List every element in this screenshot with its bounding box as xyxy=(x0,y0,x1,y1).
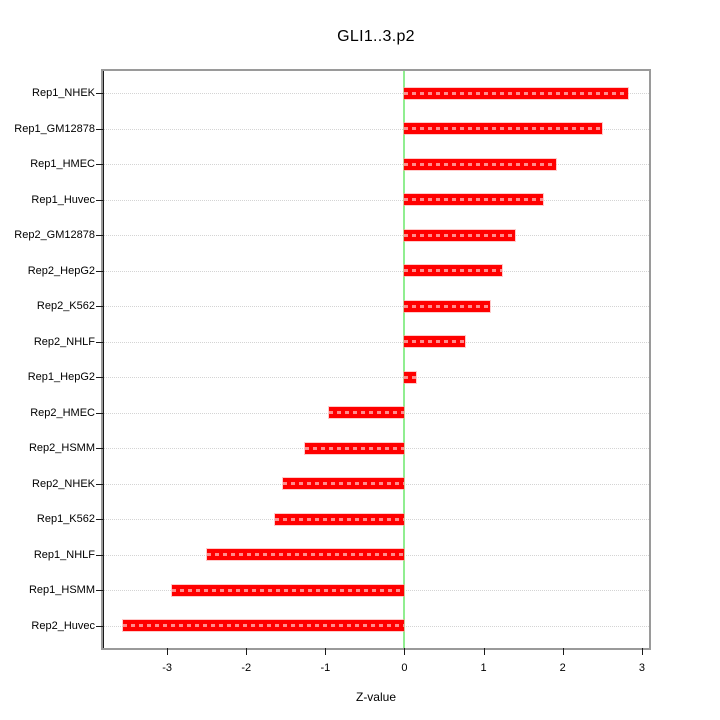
row-gridline xyxy=(103,235,649,236)
y-axis-tick xyxy=(96,519,103,520)
y-axis-tick xyxy=(96,412,103,414)
bar xyxy=(404,229,516,241)
y-axis-tick xyxy=(96,199,103,201)
row-gridline xyxy=(103,128,649,130)
x-axis-tick-label: 1 xyxy=(480,662,487,674)
y-axis-label: Rep1_NHEK xyxy=(32,87,95,99)
bar xyxy=(404,158,557,170)
zero-reference-line xyxy=(403,71,406,648)
y-axis-tick xyxy=(96,625,103,627)
y-axis-tick xyxy=(96,93,103,94)
bar xyxy=(404,123,603,134)
bar xyxy=(274,513,405,525)
x-axis-tick xyxy=(404,648,406,655)
y-axis-label: Rep1_GM12878 xyxy=(14,122,95,135)
x-axis-title: Z-value xyxy=(355,690,396,704)
bar xyxy=(404,265,502,276)
y-axis-label: Rep1_NHLF xyxy=(33,548,95,561)
x-axis-tick xyxy=(641,648,643,655)
bar xyxy=(404,87,629,99)
x-axis-tick-label: -3 xyxy=(162,662,172,674)
y-axis-tick xyxy=(96,270,103,272)
row-gridline xyxy=(103,377,649,378)
bar xyxy=(171,584,405,596)
bar-dash-pattern xyxy=(171,588,405,592)
chart-title: GLI1..3.p2 xyxy=(337,28,415,45)
x-axis-tick-label: 3 xyxy=(638,662,645,674)
y-axis-tick xyxy=(96,377,103,378)
bar-dash-pattern xyxy=(328,411,405,414)
x-axis-tick xyxy=(325,648,327,655)
y-axis-tick xyxy=(96,448,103,449)
y-axis-line xyxy=(103,71,104,648)
bar xyxy=(404,194,543,205)
y-axis-label: Rep2_K562 xyxy=(36,300,95,312)
x-axis-tick-label: -2 xyxy=(241,662,252,674)
bar xyxy=(328,407,405,418)
y-axis-tick xyxy=(96,590,103,591)
x-axis-tick xyxy=(167,648,169,655)
x-axis-tick-label: 2 xyxy=(559,662,566,674)
row-gridline xyxy=(103,341,649,343)
x-axis-tick xyxy=(246,648,248,655)
bar xyxy=(207,549,405,560)
y-axis-label: Rep1_HepG2 xyxy=(27,371,95,383)
bar xyxy=(404,371,417,383)
bar-dash-pattern xyxy=(404,127,603,130)
bar-dash-pattern xyxy=(304,446,405,450)
y-axis-tick xyxy=(96,306,103,307)
row-gridline xyxy=(103,270,649,272)
bar-dash-pattern xyxy=(404,304,490,308)
bar-dash-pattern xyxy=(207,553,405,556)
bar-dash-pattern xyxy=(283,482,405,485)
x-axis-tick xyxy=(483,648,485,655)
y-axis-label: Rep2_NHEK xyxy=(32,477,95,490)
x-axis-tick xyxy=(562,648,564,655)
y-axis-label: Rep1_Huvec xyxy=(31,193,95,206)
bar-dash-pattern xyxy=(404,198,543,201)
y-axis-label: Rep2_NHLF xyxy=(33,335,95,348)
y-axis-label: Rep2_HSMM xyxy=(28,442,95,454)
bar-dash-pattern xyxy=(404,269,502,272)
bar xyxy=(404,300,490,312)
y-axis-label: Rep2_Huvec xyxy=(31,619,95,632)
row-gridline xyxy=(103,306,649,307)
x-axis-tick-label: -1 xyxy=(320,662,331,674)
y-axis-tick xyxy=(96,235,103,236)
y-axis-label: Rep1_K562 xyxy=(36,513,95,525)
y-axis-tick xyxy=(96,341,103,343)
row-gridline xyxy=(103,93,649,94)
y-axis-tick xyxy=(96,554,103,556)
row-gridline xyxy=(103,164,649,165)
y-axis-label: Rep2_GM12878 xyxy=(14,229,95,241)
bar-dash-pattern xyxy=(404,91,629,95)
y-axis-label: Rep1_HSMM xyxy=(28,584,95,596)
x-axis-tick-label: 0 xyxy=(401,662,408,674)
bar-dash-pattern xyxy=(122,624,405,627)
y-axis-tick xyxy=(96,164,103,165)
bar-dash-pattern xyxy=(404,375,417,379)
row-gridline xyxy=(103,199,649,201)
bar xyxy=(304,442,405,454)
y-axis-label: Rep1_HMEC xyxy=(30,158,95,170)
bar xyxy=(122,620,405,631)
bar-dash-pattern xyxy=(404,162,557,166)
bar xyxy=(283,478,405,489)
y-axis-label: Rep2_HepG2 xyxy=(27,264,95,277)
bar-dash-pattern xyxy=(274,517,405,521)
plot-area xyxy=(103,71,649,648)
bar-dash-pattern xyxy=(404,340,465,343)
bar-dash-pattern xyxy=(404,233,516,237)
y-axis-tick xyxy=(96,483,103,485)
bar xyxy=(404,336,465,347)
y-axis-tick xyxy=(96,128,103,130)
y-axis-label: Rep2_HMEC xyxy=(30,406,95,419)
